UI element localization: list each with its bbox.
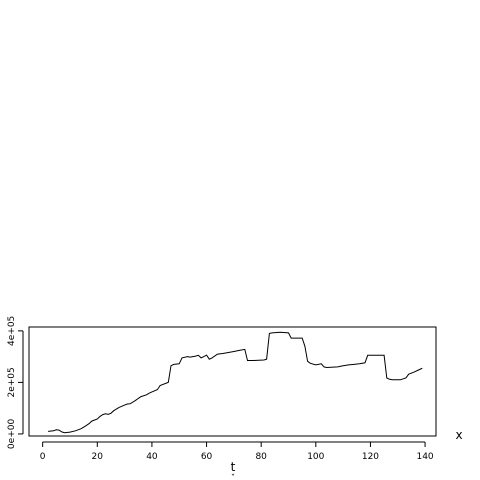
x-tick-label: 100 <box>307 452 324 462</box>
x-axis-subtitle: ˇ <box>231 473 236 480</box>
x-axis-title: t <box>231 460 236 474</box>
x-tick-label: 120 <box>362 452 379 462</box>
x-tick-label: 0 <box>40 452 46 462</box>
x-tick-label: 20 <box>92 452 104 462</box>
series-label: x <box>455 428 462 442</box>
x-tick-label: 60 <box>201 452 213 462</box>
x-tick-label: 140 <box>416 452 433 462</box>
series-line <box>48 331 423 434</box>
x-tick-label: 40 <box>146 452 158 462</box>
x-tick-label: 80 <box>255 452 267 462</box>
y-axis: 0e+00 2e+05 4e+05 <box>7 316 24 450</box>
plot-frame <box>28 326 437 437</box>
x-axis: 0 20 40 60 80 100 120 140 <box>40 441 434 462</box>
y-tick-label: 2e+05 <box>7 367 17 397</box>
y-tick-label: 0e+00 <box>7 419 17 450</box>
y-tick-label: 4e+05 <box>7 316 17 346</box>
